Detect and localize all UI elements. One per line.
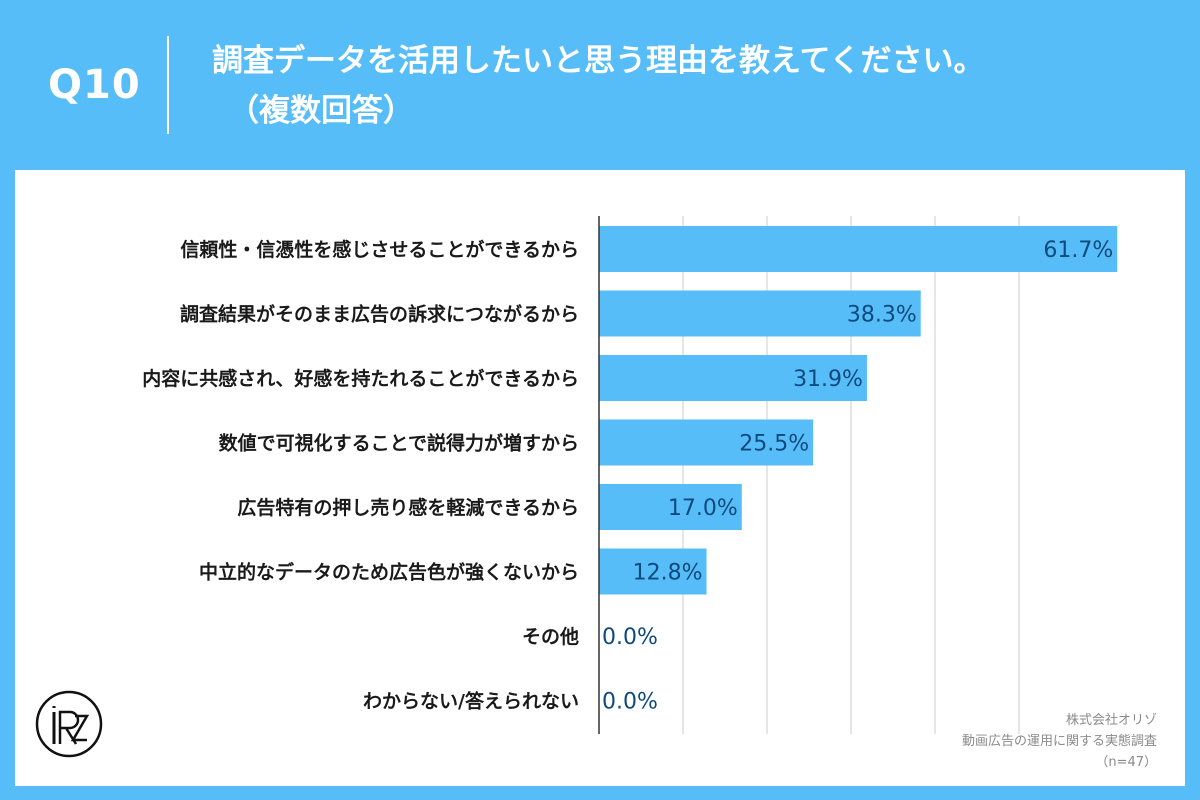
bar (599, 355, 867, 401)
bar-value-label: 61.7% (1043, 238, 1113, 263)
bar (599, 290, 921, 337)
bar-value-label: 25.5% (739, 432, 809, 457)
source-sample: （n=47） (1095, 755, 1157, 770)
chart-panel: 61.7% 信頼性・信憑性を感じさせることができるから 38.3% 調査結果がそのまま… (15, 170, 1185, 786)
header-divider (167, 36, 169, 134)
bar (599, 484, 742, 530)
category-label: 中立的なデータのため広告色が強くないから (199, 561, 579, 584)
bar-value-label: 38.3% (847, 303, 917, 328)
bar-value-label: 31.9% (793, 367, 863, 392)
source-company: 株式会社オリゾ (1065, 713, 1157, 728)
orizo-logo (33, 688, 105, 764)
bar (599, 548, 707, 595)
header: Q10 調査データを活用したいと思う理由を教えてください。 （複数回答） (0, 0, 1200, 168)
question-number: Q10 (48, 62, 141, 108)
question-title-main: 調査データを活用したいと思う理由を教えてください。 (212, 43, 985, 79)
category-label: 調査結果がそのまま広告の訴求につながるから (180, 303, 579, 326)
source-survey: 動画広告の運用に関する実態調査 (961, 734, 1157, 749)
category-label: 広告特有の押し売り感を軽減できるから (237, 496, 579, 519)
bar (599, 419, 814, 466)
bar-value-label: 0.0% (602, 690, 658, 715)
bar-chart: 61.7% 信頼性・信憑性を感じさせることができるから 38.3% 調査結果がそのまま… (142, 216, 1118, 734)
category-label: その他 (522, 625, 579, 648)
category-label: わからない/答えられない (363, 690, 579, 713)
bar-value-label: 17.0% (668, 496, 738, 521)
question-title-sub: （複数回答） (228, 93, 414, 129)
category-label: 数値で可視化することで説得力が増すから (219, 432, 579, 455)
bar (599, 226, 1118, 272)
category-label: 信頼性・信憑性を感じさせることができるから (180, 238, 579, 261)
category-label: 内容に共感され、好感を持たれることができるから (142, 367, 579, 390)
bar-value-label: 0.0% (602, 625, 658, 650)
source-note: 株式会社オリゾ 動画広告の運用に関する実態調査 （n=47） (757, 710, 1157, 773)
bar-value-label: 12.8% (633, 561, 703, 586)
question-title: 調査データを活用したいと思う理由を教えてください。 （複数回答） (212, 36, 1172, 136)
orizo-circle-logo-icon (35, 690, 103, 758)
